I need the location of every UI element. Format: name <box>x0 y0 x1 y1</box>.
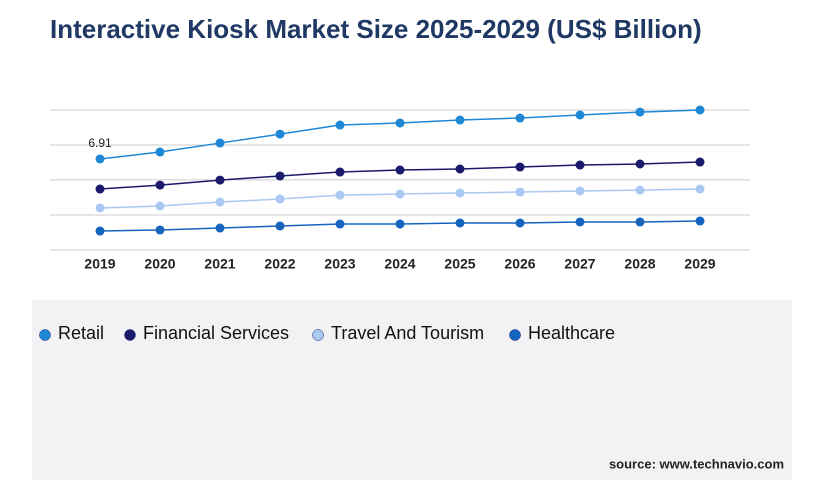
data-point <box>455 164 465 174</box>
x-tick-label: 2019 <box>84 256 115 272</box>
data-point <box>575 186 585 196</box>
x-tick-label: 2023 <box>324 256 355 272</box>
data-point <box>335 120 345 130</box>
data-point <box>155 180 165 190</box>
data-point <box>455 188 465 198</box>
data-point <box>395 189 405 199</box>
data-point <box>695 157 705 167</box>
legend-label: Travel And Tourism <box>331 323 484 343</box>
x-tick-label: 2028 <box>624 256 655 272</box>
data-point <box>455 115 465 125</box>
data-point <box>515 162 525 172</box>
data-point <box>395 219 405 229</box>
legend-label: Retail <box>58 323 104 343</box>
data-point <box>395 118 405 128</box>
x-tick-label: 2022 <box>264 256 295 272</box>
legend-label: Healthcare <box>528 323 615 343</box>
legend-label: Financial Services <box>143 323 289 343</box>
data-point <box>335 219 345 229</box>
data-point <box>95 203 105 213</box>
data-point <box>575 110 585 120</box>
data-point <box>635 217 645 227</box>
data-point <box>515 187 525 197</box>
x-tick-label: 2025 <box>444 256 475 272</box>
data-point <box>575 217 585 227</box>
chart-title: Interactive Kiosk Market Size 2025-2029 … <box>50 14 702 44</box>
data-point <box>635 159 645 169</box>
data-point <box>95 154 105 164</box>
data-point <box>95 184 105 194</box>
legend-marker <box>312 329 324 341</box>
data-point <box>275 194 285 204</box>
legend-panel <box>32 300 792 480</box>
data-point <box>335 167 345 177</box>
data-point <box>275 171 285 181</box>
legend-marker <box>509 329 521 341</box>
data-point <box>275 129 285 139</box>
legend-marker <box>124 329 136 341</box>
x-tick-label: 2027 <box>564 256 595 272</box>
data-point <box>335 190 345 200</box>
data-point <box>275 221 285 231</box>
data-point <box>695 216 705 226</box>
data-point <box>215 175 225 185</box>
x-tick-label: 2024 <box>384 256 415 272</box>
x-tick-label: 2021 <box>204 256 235 272</box>
x-tick-label: 2020 <box>144 256 175 272</box>
data-point <box>455 218 465 228</box>
data-point <box>155 201 165 211</box>
data-point <box>575 160 585 170</box>
data-point <box>215 223 225 233</box>
data-point <box>155 225 165 235</box>
data-point <box>635 185 645 195</box>
data-label: 6.91 <box>88 136 112 150</box>
x-tick-label: 2026 <box>504 256 535 272</box>
x-tick-label: 2029 <box>684 256 715 272</box>
data-point <box>215 197 225 207</box>
data-point <box>515 218 525 228</box>
source: source: www.technavio.com <box>609 456 784 471</box>
data-point <box>215 138 225 148</box>
data-point <box>695 184 705 194</box>
data-point <box>635 107 645 117</box>
data-point <box>95 226 105 236</box>
legend-marker <box>39 329 51 341</box>
data-point <box>695 105 705 115</box>
data-point <box>155 147 165 157</box>
data-point <box>395 165 405 175</box>
data-point <box>515 113 525 123</box>
